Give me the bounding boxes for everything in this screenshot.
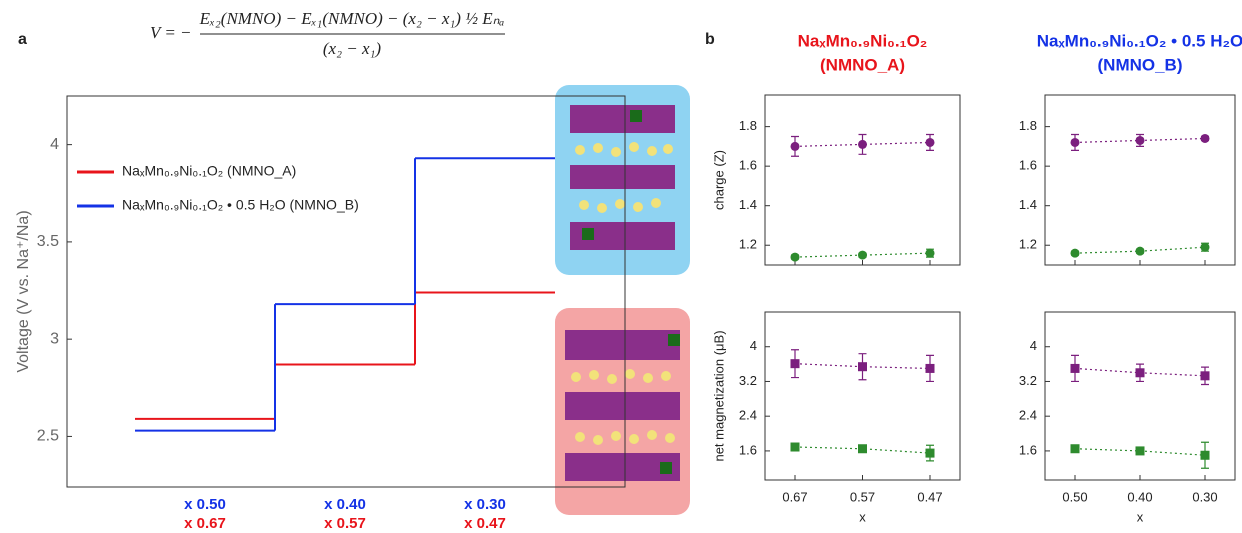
x-tick-label: x 0.47 [464,515,506,532]
x-tick-label: x 0.57 [324,515,366,532]
y-tick-label: 4 [750,338,757,353]
y-tick-label: 3.2 [739,373,757,388]
column-subtitle: (NMNO_A) [820,55,905,74]
marker [1200,133,1210,143]
marker [1135,246,1145,256]
panel-label: b [705,31,715,48]
formula-denominator: (x₂ − x₁) [323,39,382,58]
marker [790,359,800,369]
marker [858,362,867,372]
x-tick-label: 0.47 [917,489,942,504]
marker [1070,137,1080,147]
x-tick-label: 0.67 [782,489,807,504]
x-axis-label: x [859,509,866,524]
y-tick-label: 1.6 [739,158,757,173]
marker [925,137,935,147]
marker [1200,450,1210,460]
y-tick-label: 3.2 [1019,373,1037,388]
column-title: NaₓMn₀.₉Ni₀.₁O₂ • 0.5 H₂O [1037,31,1242,50]
y-tick-label: 1.2 [739,237,757,252]
x-tick-label: 0.57 [850,489,875,504]
plot-frame [66,95,626,488]
y-tick-label: 1.2 [1019,237,1037,252]
y-tick-label: 1.6 [1019,158,1037,173]
y-tick-label: 4 [50,136,59,153]
x-tick-label: 0.50 [1062,489,1087,504]
marker [925,363,935,373]
marker [1070,444,1080,454]
y-tick-label: 4 [1030,338,1037,353]
formula-numerator: Eₓ₂(NMNO) − Eₓ₁(NMNO) − (x₂ − x₁) ½ Eₙₐ [199,9,505,28]
x-tick-label: x 0.40 [324,496,366,513]
x-tick-label: x 0.67 [184,515,226,532]
marker [858,444,867,454]
marker [1070,248,1080,258]
y-axis-label: Voltage (V vs. Na⁺/Na) [15,210,32,372]
marker [925,248,935,258]
marker [1200,242,1210,252]
marker [1135,446,1145,456]
x-axis-label: x [1137,509,1144,524]
marker [790,252,800,262]
panel-label: a [18,31,27,48]
y-tick-label: 3 [50,330,59,347]
y-tick-label: 1.6 [739,442,757,457]
legend-label: NaₓMn₀.₉Ni₀.₁O₂ • 0.5 H₂O (NMNO_B) [122,197,359,213]
structure-a [555,308,690,515]
marker [925,448,935,458]
marker [790,141,800,151]
structure-b [555,85,690,275]
x-tick-label: 0.40 [1127,489,1152,504]
x-tick-label: x 0.50 [184,496,226,513]
y-tick-label: 2.4 [739,408,757,423]
y-tick-label: 3.5 [37,233,59,250]
marker [1135,368,1145,378]
legend-label: NaₓMn₀.₉Ni₀.₁O₂ (NMNO_A) [122,163,296,179]
marker [1070,363,1080,373]
marker [858,250,867,260]
y-tick-label: 1.4 [1019,197,1037,212]
marker [1200,371,1210,381]
formula-lhs: V = − [150,23,192,42]
marker [790,442,800,452]
column-subtitle: (NMNO_B) [1098,55,1183,74]
x-tick-label: 0.30 [1192,489,1217,504]
column-title: NaₓMn₀.₉Ni₀.₁O₂ [798,31,928,50]
y-tick-label: 1.4 [739,197,757,212]
y-tick-label: 2.4 [1019,408,1037,423]
y-axis-label: net magnetization (μB) [711,330,726,461]
y-tick-label: 1.6 [1019,442,1037,457]
y-tick-label: 1.8 [1019,118,1037,133]
y-tick-label: 1.8 [739,118,757,133]
y-axis-label: charge (Z) [711,150,726,210]
marker [1135,135,1145,145]
y-tick-label: 2.5 [37,428,59,445]
x-tick-label: x 0.30 [464,496,506,513]
marker [858,139,867,149]
